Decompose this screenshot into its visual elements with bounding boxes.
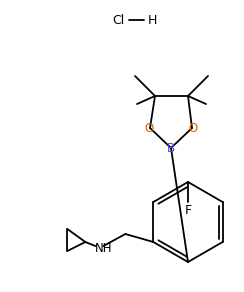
Text: B: B xyxy=(167,142,175,154)
Text: O: O xyxy=(188,121,198,135)
Text: NH: NH xyxy=(95,241,112,255)
Text: F: F xyxy=(184,204,192,218)
Text: Cl: Cl xyxy=(112,13,124,27)
Text: H: H xyxy=(147,13,157,27)
Text: O: O xyxy=(144,121,154,135)
